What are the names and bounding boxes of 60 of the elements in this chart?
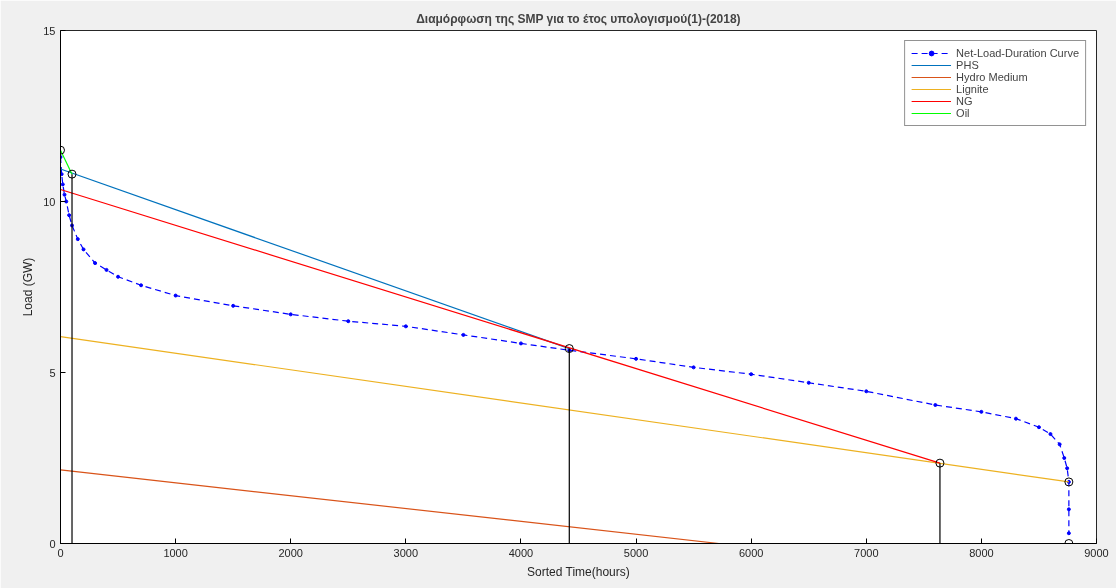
- legend-label: PHS: [956, 59, 979, 71]
- point: [62, 192, 67, 197]
- x-tick-label: 4000: [508, 546, 534, 559]
- point: [139, 283, 144, 288]
- point: [518, 341, 523, 346]
- point: [564, 344, 574, 354]
- point: [60, 182, 65, 187]
- x-tick-label: 3000: [393, 546, 419, 559]
- point: [75, 237, 80, 242]
- point: [346, 319, 351, 324]
- point: [1036, 425, 1041, 430]
- x-tick-label: 9000: [1084, 546, 1109, 559]
- point: [173, 293, 178, 298]
- legend-label: Oil: [956, 107, 971, 119]
- point: [1066, 507, 1071, 512]
- x-tick-label: 8000: [969, 546, 994, 559]
- point: [979, 409, 984, 414]
- y-tick-label: 10: [43, 195, 56, 208]
- x-axis-title: Sorted Time(hours): [527, 564, 630, 579]
- point: [634, 356, 639, 361]
- point: [1048, 432, 1053, 437]
- point: [461, 332, 466, 337]
- point: [749, 372, 754, 377]
- x-tick-label: 1000: [163, 546, 188, 559]
- point: [231, 303, 236, 308]
- point: [104, 267, 109, 272]
- point: [93, 261, 98, 266]
- point: [1062, 456, 1067, 460]
- y-tick-label: 5: [49, 366, 56, 379]
- x-tick-label: 5000: [623, 546, 649, 559]
- y-tick-label: 0: [49, 537, 56, 550]
- x-tick-label: 0: [57, 546, 64, 559]
- point: [1065, 466, 1070, 471]
- x-tick-label: 2000: [278, 546, 303, 559]
- point: [60, 172, 64, 177]
- y-tick-label: 15: [43, 24, 56, 37]
- x-tick-label: 6000: [738, 546, 764, 559]
- point: [806, 380, 811, 385]
- point: [935, 458, 945, 468]
- point: [81, 247, 86, 252]
- point: [116, 274, 121, 279]
- point: [67, 169, 77, 179]
- point: [1057, 442, 1062, 447]
- point: [1013, 416, 1018, 421]
- legend-label: Hydro Medium: [956, 71, 1028, 83]
- legend-label: Net-Load-Duration Curve: [956, 47, 1079, 59]
- point: [1066, 531, 1071, 536]
- y-axis-title: Load (GW): [21, 257, 36, 317]
- point: [288, 312, 293, 317]
- point: [67, 213, 72, 218]
- point: [933, 402, 938, 407]
- point: [403, 324, 408, 329]
- point: [64, 199, 69, 204]
- x-tick-label: 7000: [854, 546, 879, 559]
- point: [864, 389, 869, 394]
- point: [691, 365, 696, 370]
- legend-label: Lignite: [956, 83, 989, 95]
- chart-title: Διαμόρφωση της SMP για το έτος υπολογισμού(1)-(2018): [416, 11, 741, 26]
- point: [60, 155, 63, 160]
- legend-label: NG: [956, 95, 974, 107]
